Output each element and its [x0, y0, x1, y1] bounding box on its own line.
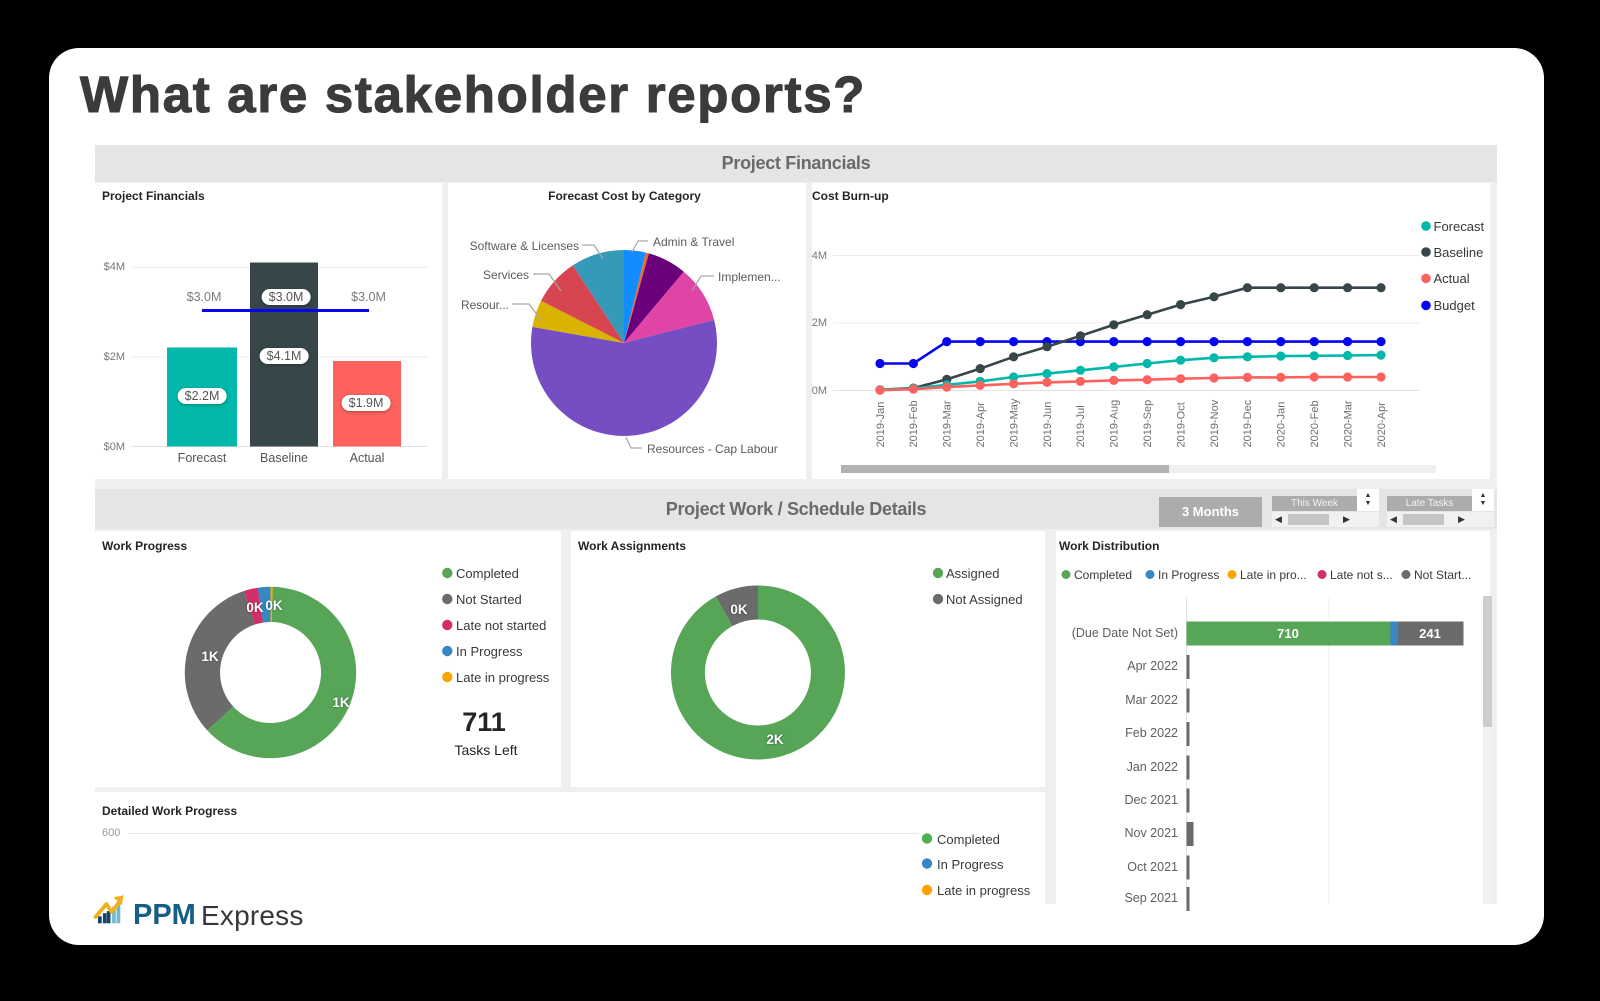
- svg-text:2020-Jan: 2020-Jan: [1276, 402, 1288, 448]
- svg-text:2019-Sep: 2019-Sep: [1142, 400, 1154, 448]
- svg-text:2019-Nov: 2019-Nov: [1209, 399, 1221, 447]
- svg-text:2019-May: 2019-May: [1008, 398, 1020, 447]
- svg-text:2019-Jul: 2019-Jul: [1075, 405, 1087, 447]
- svg-text:2019-Apr: 2019-Apr: [975, 402, 987, 448]
- svg-text:2019-Oct: 2019-Oct: [1175, 402, 1187, 447]
- svg-text:2019-Feb: 2019-Feb: [908, 400, 920, 447]
- svg-text:2020-Apr: 2020-Apr: [1376, 402, 1388, 448]
- svg-text:2019-Dec: 2019-Dec: [1242, 399, 1254, 447]
- svg-text:2019-Mar: 2019-Mar: [942, 400, 954, 447]
- svg-text:2020-Feb: 2020-Feb: [1309, 400, 1321, 447]
- svg-text:2019-Aug: 2019-Aug: [1109, 400, 1121, 448]
- svg-text:2019-Jun: 2019-Jun: [1042, 402, 1054, 448]
- svg-text:2020-Mar: 2020-Mar: [1342, 400, 1354, 447]
- svg-text:2019-Jan: 2019-Jan: [875, 402, 887, 448]
